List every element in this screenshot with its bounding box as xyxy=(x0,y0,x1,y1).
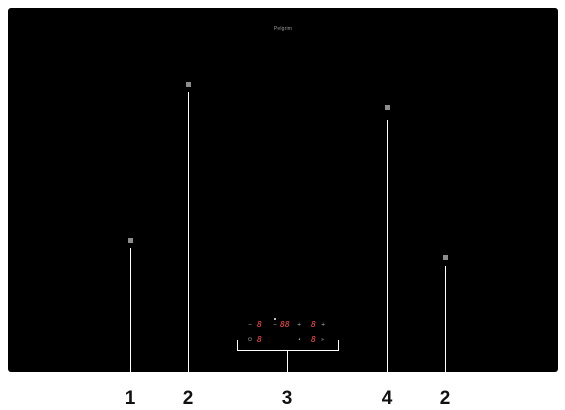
timer-indicator-dot xyxy=(274,318,276,320)
control-panel-bracket xyxy=(237,340,339,351)
zone-marker-rear-left xyxy=(186,82,191,87)
callout-label-2-right: 2 xyxy=(439,388,451,409)
callout-label-3: 3 xyxy=(281,388,293,409)
callout-label-2-left: 2 xyxy=(182,388,194,409)
callout-label-1: 1 xyxy=(124,388,136,409)
power-icon[interactable]: ⏻ xyxy=(248,337,252,343)
leader-line-2-left xyxy=(188,92,189,382)
timer-plus-icon[interactable]: + xyxy=(297,322,302,328)
timer-minus-icon[interactable]: − xyxy=(273,322,278,328)
minus-icon[interactable]: − xyxy=(248,322,253,328)
boost-icon[interactable]: » xyxy=(321,337,325,343)
timer-display: 88 xyxy=(280,320,290,329)
zone-marker-front-right xyxy=(443,255,448,260)
leader-line-2-right xyxy=(445,266,446,382)
brand-logo: Pelgrim xyxy=(273,26,293,32)
zone-display-3: 8 xyxy=(257,335,262,344)
callout-label-4: 4 xyxy=(381,388,393,409)
leader-line-4 xyxy=(387,120,388,382)
zone-display-4: 8 xyxy=(311,335,316,344)
leader-line-1 xyxy=(130,248,131,382)
zone-marker-rear-right xyxy=(385,105,390,110)
lock-icon[interactable]: • xyxy=(298,337,301,343)
leader-line-3 xyxy=(287,351,288,382)
zone-marker-front-left xyxy=(128,238,133,243)
plus-icon[interactable]: + xyxy=(321,322,326,328)
cooktop-surface: Pelgrim − 8 − 88 + 8 + ⏻ 8 • 8 » xyxy=(8,8,558,372)
zone-display-2: 8 xyxy=(311,320,316,329)
zone-display-1: 8 xyxy=(257,320,262,329)
